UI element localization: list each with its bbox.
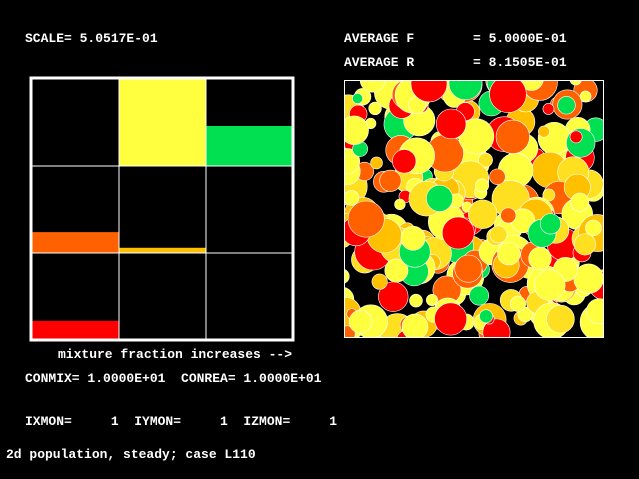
population-bar	[119, 247, 206, 253]
particle	[528, 246, 552, 271]
particle	[534, 269, 566, 301]
particle	[538, 125, 550, 138]
particle	[569, 130, 583, 144]
particle	[570, 192, 590, 212]
particle	[448, 81, 483, 101]
particle	[586, 298, 603, 325]
particle	[348, 309, 373, 334]
axis-caption: mixture fraction increases -->	[58, 347, 292, 362]
particle	[347, 200, 385, 238]
particle	[509, 295, 526, 312]
constants-text: CONMIX= 1.0000E+01 CONREA= 1.0000E+01	[25, 371, 322, 386]
particle	[409, 293, 423, 308]
particle	[410, 81, 448, 103]
particle	[370, 156, 383, 170]
particle	[468, 199, 498, 229]
particle	[489, 168, 506, 185]
particle	[469, 285, 490, 306]
particle	[345, 269, 350, 284]
particle	[573, 233, 597, 256]
particle	[435, 108, 467, 140]
particle	[400, 225, 426, 251]
particle-frame	[344, 80, 604, 338]
particle	[345, 190, 360, 206]
footer-text: 2d population, steady; case L110	[6, 447, 256, 462]
particle	[394, 198, 406, 211]
particle	[569, 81, 582, 86]
particle	[542, 188, 556, 202]
grid-frame	[29, 76, 295, 342]
particle	[542, 103, 555, 115]
particle	[379, 169, 402, 192]
particle	[352, 93, 364, 104]
particle	[441, 216, 475, 250]
particle	[557, 96, 576, 115]
particle	[495, 119, 530, 154]
average-r-value: = 8.1505E-01	[473, 55, 567, 70]
particle	[489, 225, 508, 244]
particle	[478, 152, 493, 168]
particle	[392, 149, 417, 174]
particle	[479, 309, 493, 324]
particle	[497, 241, 521, 266]
average-f-value: = 5.0000E-01	[473, 31, 567, 46]
particle	[345, 115, 369, 145]
particle	[500, 207, 517, 224]
particle	[579, 90, 592, 103]
scale-text: SCALE= 5.0517E-01	[25, 31, 158, 46]
average-f-label: AVERAGE F	[344, 31, 414, 46]
particle	[585, 219, 602, 237]
particle	[368, 101, 382, 116]
particle-view	[345, 81, 603, 337]
particle	[426, 294, 438, 306]
monitor-text: IXMON= 1 IYMON= 1 IZMON= 1	[25, 414, 337, 429]
particle	[454, 254, 483, 283]
particle	[434, 302, 468, 336]
population-bar	[119, 79, 206, 166]
particle	[489, 81, 527, 113]
particle	[573, 263, 603, 294]
particle	[359, 81, 386, 93]
particle	[426, 184, 453, 212]
particle	[384, 258, 409, 283]
particle	[401, 313, 429, 337]
population-bar	[206, 125, 293, 166]
population-grid	[32, 79, 293, 340]
particle	[371, 273, 388, 290]
particle	[539, 213, 562, 235]
particle	[546, 304, 575, 334]
population-bar	[32, 320, 119, 340]
population-bar	[32, 232, 119, 253]
average-r-label: AVERAGE R	[344, 55, 414, 70]
particle	[475, 178, 490, 193]
